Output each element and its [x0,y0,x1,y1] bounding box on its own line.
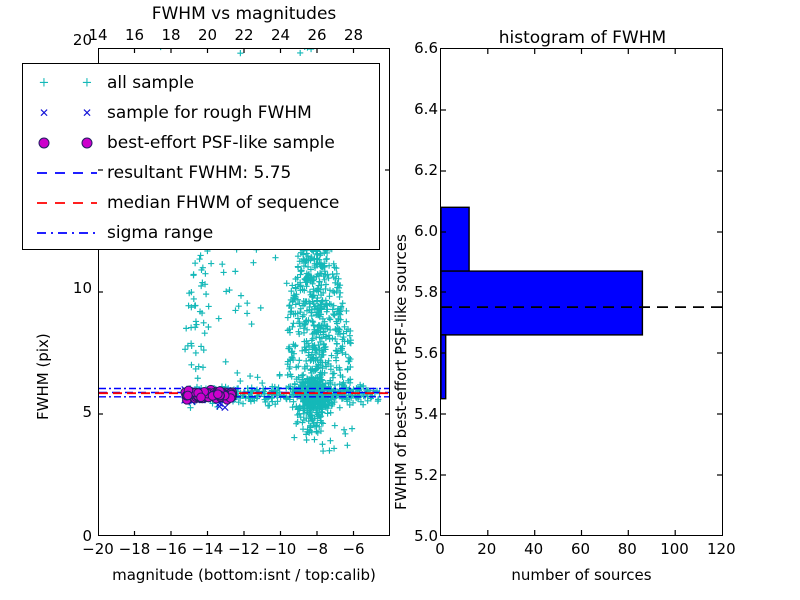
top-tick-label: 28 [343,26,364,44]
x-tick-label: 40 [524,540,544,558]
top-tick-label: 20 [197,26,218,44]
histogram-bar[interactable] [441,270,644,336]
right-panel-ticks [441,49,722,535]
y-tick-label: 5.6 [414,344,438,362]
legend-label: sample for rough FWHM [107,103,312,123]
y-tick-label: 5.2 [414,466,438,484]
y-tick-label: 20 [72,31,92,49]
left-panel-title: FWHM vs magnitudes [151,4,337,24]
top-tick-label: 16 [124,26,145,44]
legend-marker-median-fwhm [29,188,107,218]
top-tick-label: 24 [270,26,291,44]
legend-marker-sigma-range [29,218,107,248]
histogram-bar[interactable] [441,206,470,272]
legend-item[interactable]: + + all sample [29,68,373,98]
x-tick-label: 100 [660,540,689,558]
legend-item[interactable]: ✕ ✕ sample for rough FWHM [29,98,373,128]
x-tick-label: 20 [477,540,497,558]
legend-item[interactable]: resultant FWHM: 5.75 [29,158,373,188]
y-tick-label: 0 [82,527,92,545]
legend-label: sigma range [107,223,214,243]
right-panel-y-ticks: 6.6 6.4 6.2 6.0 5.8 5.6 5.4 5.2 5.0 [398,39,438,545]
left-panel-y-ticks: 20 10 5 0 [58,31,92,545]
y-tick-label: 10 [72,279,92,297]
top-tick-label: 22 [234,26,254,44]
legend-label: all sample [107,73,195,93]
bottom-tick-label: −16 [155,540,187,558]
right-panel-plot-area[interactable] [440,48,723,536]
y-tick-label: 5.4 [414,405,438,423]
top-tick-label: 14 [88,26,108,44]
y-tick-label: 6.6 [414,39,438,57]
bottom-tick-label: −6 [342,540,365,558]
series-psf-like [180,384,238,405]
x-tick-label: 60 [570,540,591,558]
bottom-tick-label: −14 [191,540,224,558]
legend-marker-resultant-fwhm [29,158,107,188]
legend-marker-all-sample: + + [38,75,93,91]
y-tick-label: 5.8 [414,283,438,301]
right-panel-xlabel: number of sources [511,566,652,584]
legend-marker-psf-like [29,128,107,158]
y-tick-label: 6.0 [414,222,438,240]
bottom-tick-label: −18 [118,540,151,558]
left-panel-xlabel: magnitude (bottom:isnt / top:calib) [112,566,376,584]
right-panel-x-ticks: 0 20 40 60 80 100 120 [435,540,735,560]
x-tick-label: 120 [707,540,736,558]
histogram-bar[interactable] [441,334,447,400]
y-tick-label: 5.0 [414,527,438,545]
legend-item[interactable]: sigma range [29,218,373,248]
y-tick-label: 6.4 [414,100,438,118]
legend-label: best-effort PSF-like sample [107,133,335,153]
x-tick-label: 80 [617,540,637,558]
x-tick-label: 0 [435,540,445,558]
y-tick-label: 6.2 [414,161,438,179]
legend[interactable]: + + all sample ✕ ✕ sample for rough FWHM… [22,63,380,250]
bottom-tick-label: −12 [228,540,260,558]
legend-marker-rough-fwhm: ✕ ✕ [38,106,93,120]
right-panel-svg [441,49,722,535]
right-panel-title: histogram of FWHM [498,28,667,48]
legend-label: resultant FWHM: 5.75 [107,163,292,183]
legend-label: median FHWM of sequence [107,193,340,213]
bottom-tick-label: −8 [305,540,329,558]
legend-item[interactable]: best-effort PSF-like sample [29,128,373,158]
top-tick-label: 26 [307,26,327,44]
top-tick-label: 18 [161,26,181,44]
left-panel-top-ticks: 14 16 18 20 22 24 26 28 [88,26,390,46]
left-panel-bottom-ticks: −20 −18 −16 −14 −12 −10 −8 −6 [82,540,390,560]
bottom-tick-label: −10 [264,540,297,558]
legend-item[interactable]: median FHWM of sequence [29,188,373,218]
bottom-tick-label: −20 [82,540,114,558]
y-tick-label: 5 [82,403,92,421]
